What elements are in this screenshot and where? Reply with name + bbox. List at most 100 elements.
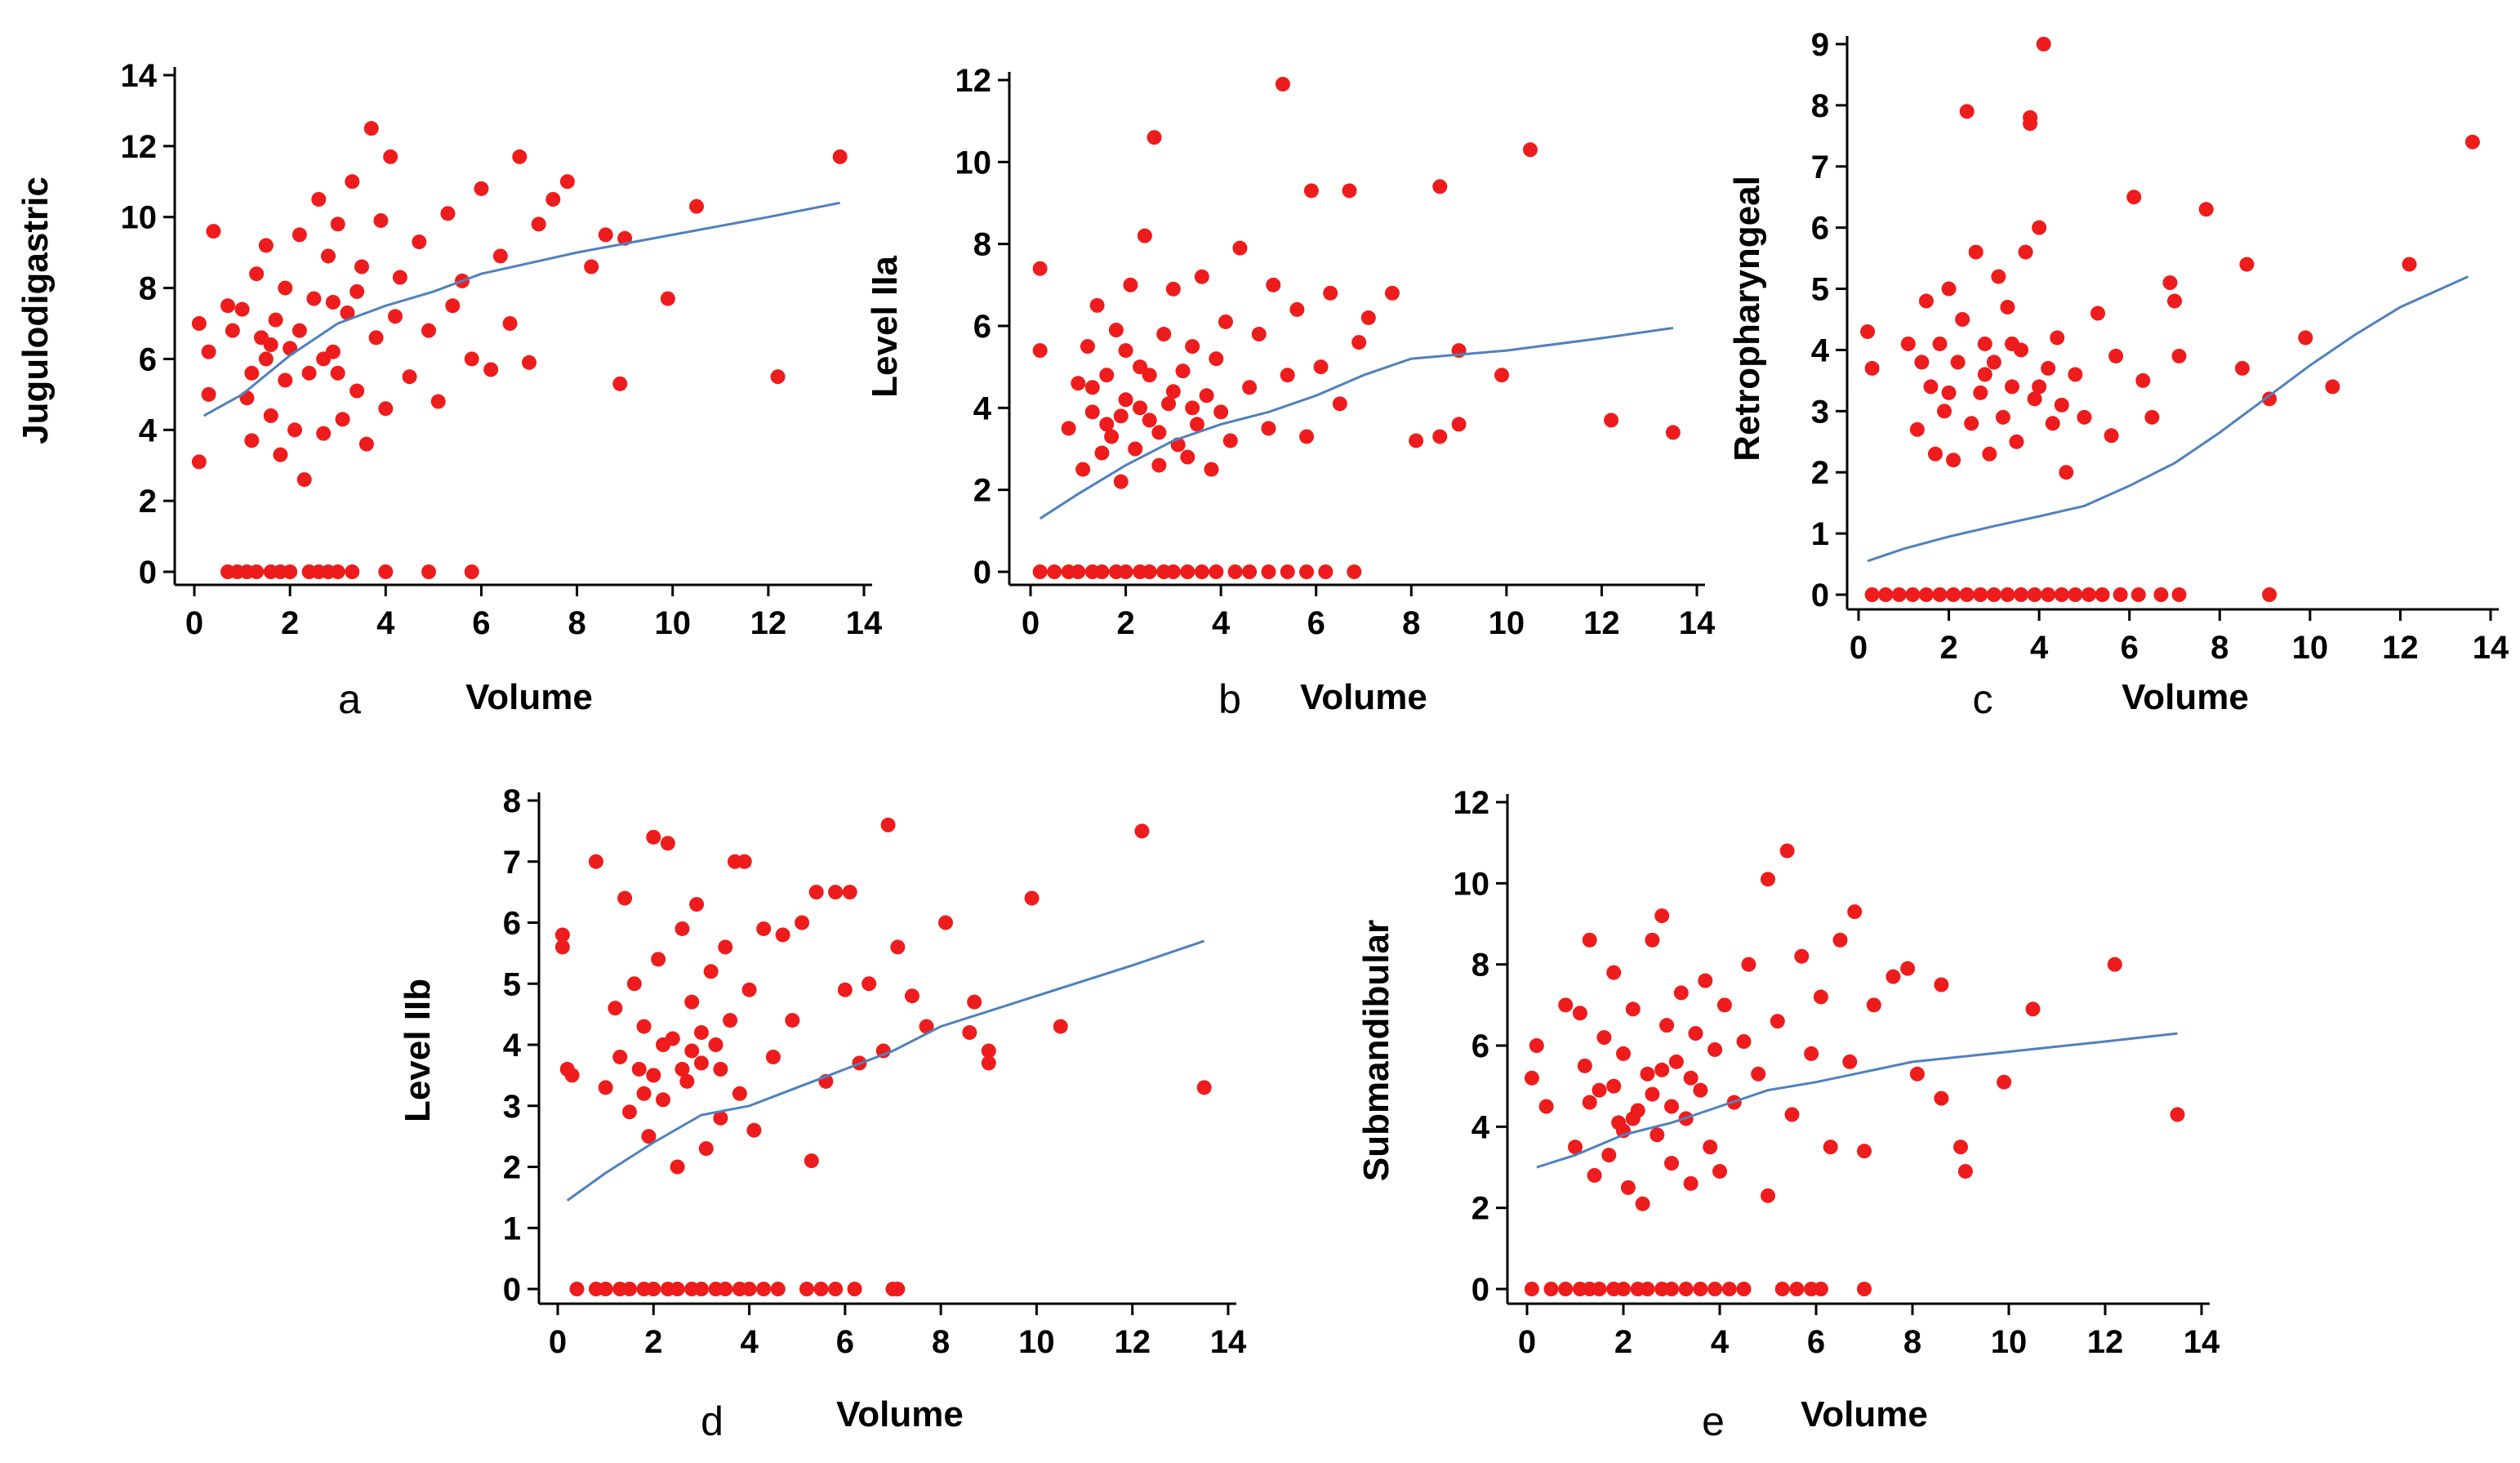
data-point xyxy=(1142,564,1157,579)
data-point xyxy=(1891,587,1907,602)
x-tick-label: 0 xyxy=(549,1324,567,1360)
data-point xyxy=(646,829,661,845)
data-point xyxy=(464,564,479,579)
data-point xyxy=(2041,587,2056,602)
data-point xyxy=(258,351,274,367)
data-point xyxy=(1625,1001,1641,1017)
data-point xyxy=(1032,343,1048,359)
x-tick-label: 6 xyxy=(2121,630,2139,666)
data-point xyxy=(2045,416,2060,431)
data-point xyxy=(1280,564,1295,579)
data-point xyxy=(2153,587,2169,602)
data-point xyxy=(1113,474,1129,489)
data-point xyxy=(693,1282,709,1296)
data-point xyxy=(1185,339,1200,355)
data-point xyxy=(847,1282,862,1296)
data-point xyxy=(1209,351,1224,367)
y-axis-title: Level IIb xyxy=(398,979,438,1122)
x-tick-label: 6 xyxy=(1807,1324,1825,1360)
data-point xyxy=(1568,1140,1583,1155)
data-point xyxy=(617,890,633,906)
data-point xyxy=(263,337,278,353)
data-point xyxy=(440,206,456,221)
data-point xyxy=(2036,37,2051,51)
x-tick-label: 4 xyxy=(376,605,395,641)
data-point xyxy=(1703,1140,1718,1155)
data-point xyxy=(1864,360,1880,376)
data-point xyxy=(258,238,274,253)
data-point xyxy=(368,330,384,346)
data-point xyxy=(1113,408,1129,424)
panel-label: a xyxy=(338,676,361,722)
data-point xyxy=(1342,183,1357,198)
data-point xyxy=(656,1037,671,1052)
x-tick-label: 0 xyxy=(1022,605,1040,641)
data-point xyxy=(1099,368,1115,383)
data-point xyxy=(1165,281,1181,297)
data-point xyxy=(2041,360,2056,376)
y-tick-label: 1 xyxy=(1811,516,1829,552)
y-tick-label: 4 xyxy=(1471,1109,1490,1145)
data-point xyxy=(1668,1054,1684,1069)
trend-line xyxy=(203,201,840,417)
data-point xyxy=(1538,1099,1554,1114)
data-point xyxy=(588,854,603,869)
data-point xyxy=(2054,587,2069,602)
x-tick-label: 4 xyxy=(1711,1324,1730,1360)
x-tick-label: 4 xyxy=(2030,630,2049,666)
data-point xyxy=(1959,587,1975,602)
data-point xyxy=(2171,348,2187,364)
data-point xyxy=(1137,228,1152,243)
data-point xyxy=(1582,932,1597,948)
data-point xyxy=(2054,397,2069,413)
data-point xyxy=(2104,428,2119,444)
data-point xyxy=(2023,116,2038,132)
data-point xyxy=(1953,1140,1968,1155)
data-point xyxy=(1823,1140,1838,1155)
data-point xyxy=(1761,1188,1775,1203)
data-point xyxy=(1645,932,1660,948)
data-point xyxy=(1955,312,1970,327)
data-point xyxy=(545,192,561,207)
data-point xyxy=(837,982,853,997)
data-point xyxy=(1587,1167,1602,1183)
data-point xyxy=(234,301,250,317)
x-tick-label: 6 xyxy=(1307,605,1325,641)
data-point xyxy=(249,564,265,579)
data-point xyxy=(1721,1282,1737,1296)
data-point xyxy=(1659,1018,1675,1033)
data-point xyxy=(1275,77,1290,92)
panel-a: 0 2 4 6 8 10 12 14 0 2 4 6 8 10 12 14 Volume Jugulodigast… xyxy=(16,58,883,722)
data-point xyxy=(1832,932,1848,948)
data-point xyxy=(1857,1282,1872,1296)
data-point xyxy=(1118,392,1133,408)
data-point xyxy=(1946,587,1961,602)
data-point xyxy=(1094,445,1110,461)
data-point xyxy=(646,1282,661,1296)
panel-label: b xyxy=(1218,676,1241,722)
data-point xyxy=(412,234,427,250)
data-point xyxy=(1616,1046,1631,1061)
data-point xyxy=(1071,376,1086,391)
data-point xyxy=(1606,965,1622,980)
data-point xyxy=(1625,1111,1641,1126)
data-point xyxy=(1923,379,1939,395)
data-point xyxy=(301,365,317,381)
data-point xyxy=(1332,396,1347,412)
data-point xyxy=(1934,1091,1949,1106)
panel-b: 0 2 4 6 8 10 12 0 2 4 6 8 10 12 14 Volume Level IIa b xyxy=(865,63,1716,722)
data-point xyxy=(263,408,278,423)
data-point xyxy=(741,982,757,997)
x-tick-label: 6 xyxy=(836,1324,854,1360)
data-point xyxy=(1934,977,1949,992)
data-point xyxy=(2018,244,2033,260)
data-point xyxy=(684,994,700,1010)
data-point xyxy=(741,1282,757,1296)
y-tick-label: 3 xyxy=(1811,394,1829,430)
data-point xyxy=(626,976,642,992)
data-point xyxy=(1982,446,1997,462)
data-point xyxy=(206,224,221,239)
data-point xyxy=(1927,446,1943,462)
data-point xyxy=(522,355,537,370)
